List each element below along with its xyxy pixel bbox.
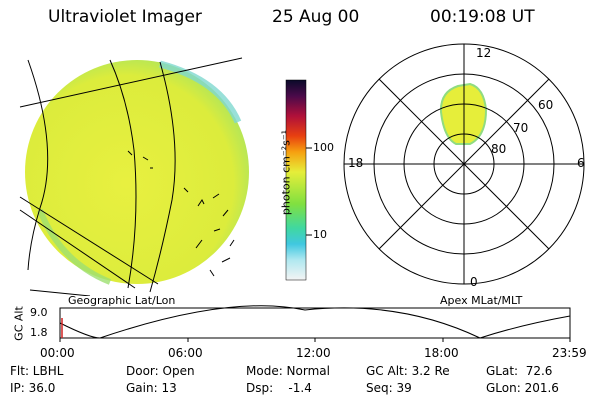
mlt-label-18: 18 — [348, 156, 364, 170]
polar-plot — [343, 43, 585, 285]
mlt-label-0: 0 — [470, 275, 478, 289]
instrument-title: Ultraviolet Imager — [48, 7, 202, 27]
date-label: 25 Aug 00 — [272, 7, 360, 27]
time-tick-1200: 12:00 — [296, 346, 331, 360]
time-tick-2359: 23:59 — [552, 346, 587, 360]
info-ip: IP: 36.0 — [10, 381, 56, 395]
info-gcalt: GC Alt: 3.2 Re — [366, 364, 450, 378]
info-seq: Seq: 39 — [366, 381, 412, 395]
lat-label-60: 60 — [538, 98, 554, 112]
colorbar-tick-100: 100 — [313, 141, 334, 154]
mlt-label-12: 12 — [476, 46, 492, 60]
geographic-label: Geographic Lat/Lon — [68, 294, 176, 307]
geographic-grid — [19, 57, 243, 296]
lat-label-80: 80 — [491, 142, 507, 156]
info-glat: GLat: 72.6 — [486, 364, 553, 378]
apex-label: Apex MLat/MLT — [440, 294, 523, 307]
limb-glow-lower — [37, 208, 112, 285]
limb-glow — [159, 60, 242, 124]
info-mode: Mode: Normal — [246, 364, 330, 378]
colorbar-gradient — [285, 79, 307, 281]
coastlines — [127, 150, 235, 277]
altitude-track-panel — [59, 305, 571, 342]
time-tick-0000: 00:00 — [40, 346, 75, 360]
info-flt: Flt: LBHL — [10, 364, 64, 378]
info-glon: GLon: 201.6 — [486, 381, 559, 395]
time-label: 00:19:08 UT — [430, 7, 535, 27]
time-tick-0600: 06:00 — [168, 346, 203, 360]
info-gain: Gain: 13 — [126, 381, 177, 395]
time-tick-1800: 18:00 — [424, 346, 459, 360]
colorbar-tick-10: 10 — [313, 228, 327, 241]
altitude-curve — [59, 305, 571, 339]
gc-alt-max: 9.0 — [30, 306, 48, 319]
auroral-oval — [439, 82, 488, 145]
lat-label-70: 70 — [513, 121, 529, 135]
gc-alt-axis-label: GC Alt — [12, 306, 26, 341]
mlt-label-6: 6 — [577, 156, 585, 170]
earth-image-panel — [19, 57, 249, 296]
colorbar-unit-label: photon cm⁻²s⁻¹ — [279, 129, 293, 216]
gc-alt-min: 1.8 — [30, 326, 48, 339]
colorbar — [285, 79, 312, 281]
earth-disk — [25, 60, 249, 284]
info-door: Door: Open — [126, 364, 195, 378]
info-dsp: Dsp: -1.4 — [246, 381, 312, 395]
